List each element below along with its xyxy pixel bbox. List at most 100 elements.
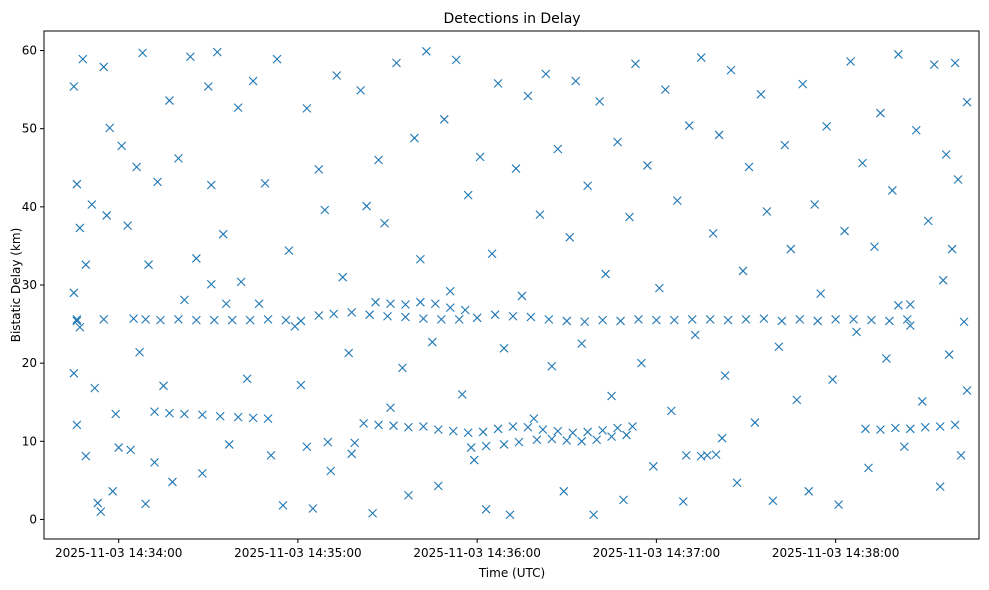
chart-title: Detections in Delay [443, 11, 580, 27]
data-point [180, 409, 189, 419]
data-point [463, 190, 473, 200]
data-point [759, 314, 769, 323]
data-point [774, 342, 784, 352]
data-point [278, 501, 288, 510]
data-point [768, 496, 778, 506]
data-point [577, 339, 587, 349]
data-point [777, 316, 787, 326]
x-tick-label: 2025-11-03 14:37:00 [593, 546, 720, 560]
data-point [69, 288, 79, 298]
data-point [436, 314, 446, 324]
data-point [905, 321, 915, 331]
data-point [478, 427, 488, 437]
data-point [846, 57, 855, 66]
data-point [935, 422, 945, 431]
data-point [427, 337, 437, 347]
data-point [720, 371, 730, 381]
data-point [421, 46, 431, 56]
data-point [445, 286, 455, 296]
data-point [867, 315, 876, 325]
data-point [138, 48, 147, 58]
data-point [263, 414, 273, 424]
data-point [490, 310, 500, 320]
data-point [191, 315, 201, 325]
data-point [398, 363, 407, 373]
data-point [876, 108, 885, 118]
data-point [362, 201, 372, 211]
data-point [911, 125, 921, 135]
data-point [332, 71, 342, 80]
data-point [460, 305, 470, 315]
data-point [392, 58, 401, 68]
data-point [430, 299, 440, 309]
data-point [93, 498, 103, 508]
data-point [215, 411, 225, 421]
data-point [272, 54, 282, 64]
data-point [810, 200, 820, 209]
data-point [750, 418, 760, 427]
data-point [129, 314, 139, 323]
data-point [439, 114, 449, 124]
x-tick-label: 2025-11-03 14:38:00 [772, 546, 899, 560]
data-point [726, 65, 736, 75]
data-point [90, 383, 100, 393]
data-point [884, 316, 894, 326]
data-point [416, 297, 425, 307]
y-axis: 0 10 20 30 40 50 60 [22, 44, 44, 526]
data-point [401, 312, 410, 322]
data-point [209, 315, 219, 325]
data-point [816, 289, 826, 298]
data-point [386, 403, 395, 413]
data-point [950, 58, 960, 68]
data-point [105, 123, 115, 133]
data-point [562, 436, 572, 445]
data-point [87, 200, 97, 209]
data-point [114, 443, 124, 452]
data-point [296, 380, 306, 390]
data-point [571, 76, 581, 86]
data-point [583, 181, 593, 191]
data-point [592, 435, 602, 445]
data-point [634, 314, 643, 324]
data-point [950, 420, 960, 430]
data-point [538, 425, 548, 434]
data-point [613, 423, 622, 433]
data-point [669, 315, 679, 325]
data-point [893, 300, 903, 310]
data-point [822, 121, 832, 131]
data-point [723, 315, 733, 325]
data-point [359, 418, 369, 428]
data-point [218, 229, 228, 239]
data-point [813, 316, 823, 326]
data-point [526, 312, 536, 322]
data-point [598, 425, 607, 435]
data-point [227, 315, 237, 325]
data-point [690, 330, 700, 340]
data-point [923, 216, 933, 226]
data-point [233, 103, 243, 112]
data-point [607, 432, 616, 442]
data-point [917, 397, 927, 406]
data-point [654, 283, 664, 293]
data-point [445, 303, 455, 313]
data-point [314, 311, 324, 320]
data-point [882, 354, 891, 363]
data-point [732, 478, 742, 488]
data-point [804, 486, 814, 496]
data-point [347, 449, 357, 459]
data-point [168, 477, 177, 487]
data-point [481, 504, 491, 514]
data-point [224, 440, 234, 449]
data-point [159, 381, 168, 391]
data-point [123, 221, 133, 230]
data-point [374, 155, 383, 165]
data-point [302, 103, 312, 113]
data-point [191, 254, 201, 263]
data-point [792, 395, 802, 405]
data-point [132, 162, 141, 172]
data-point [684, 121, 694, 130]
data-point [553, 426, 563, 436]
data-point [941, 150, 951, 159]
